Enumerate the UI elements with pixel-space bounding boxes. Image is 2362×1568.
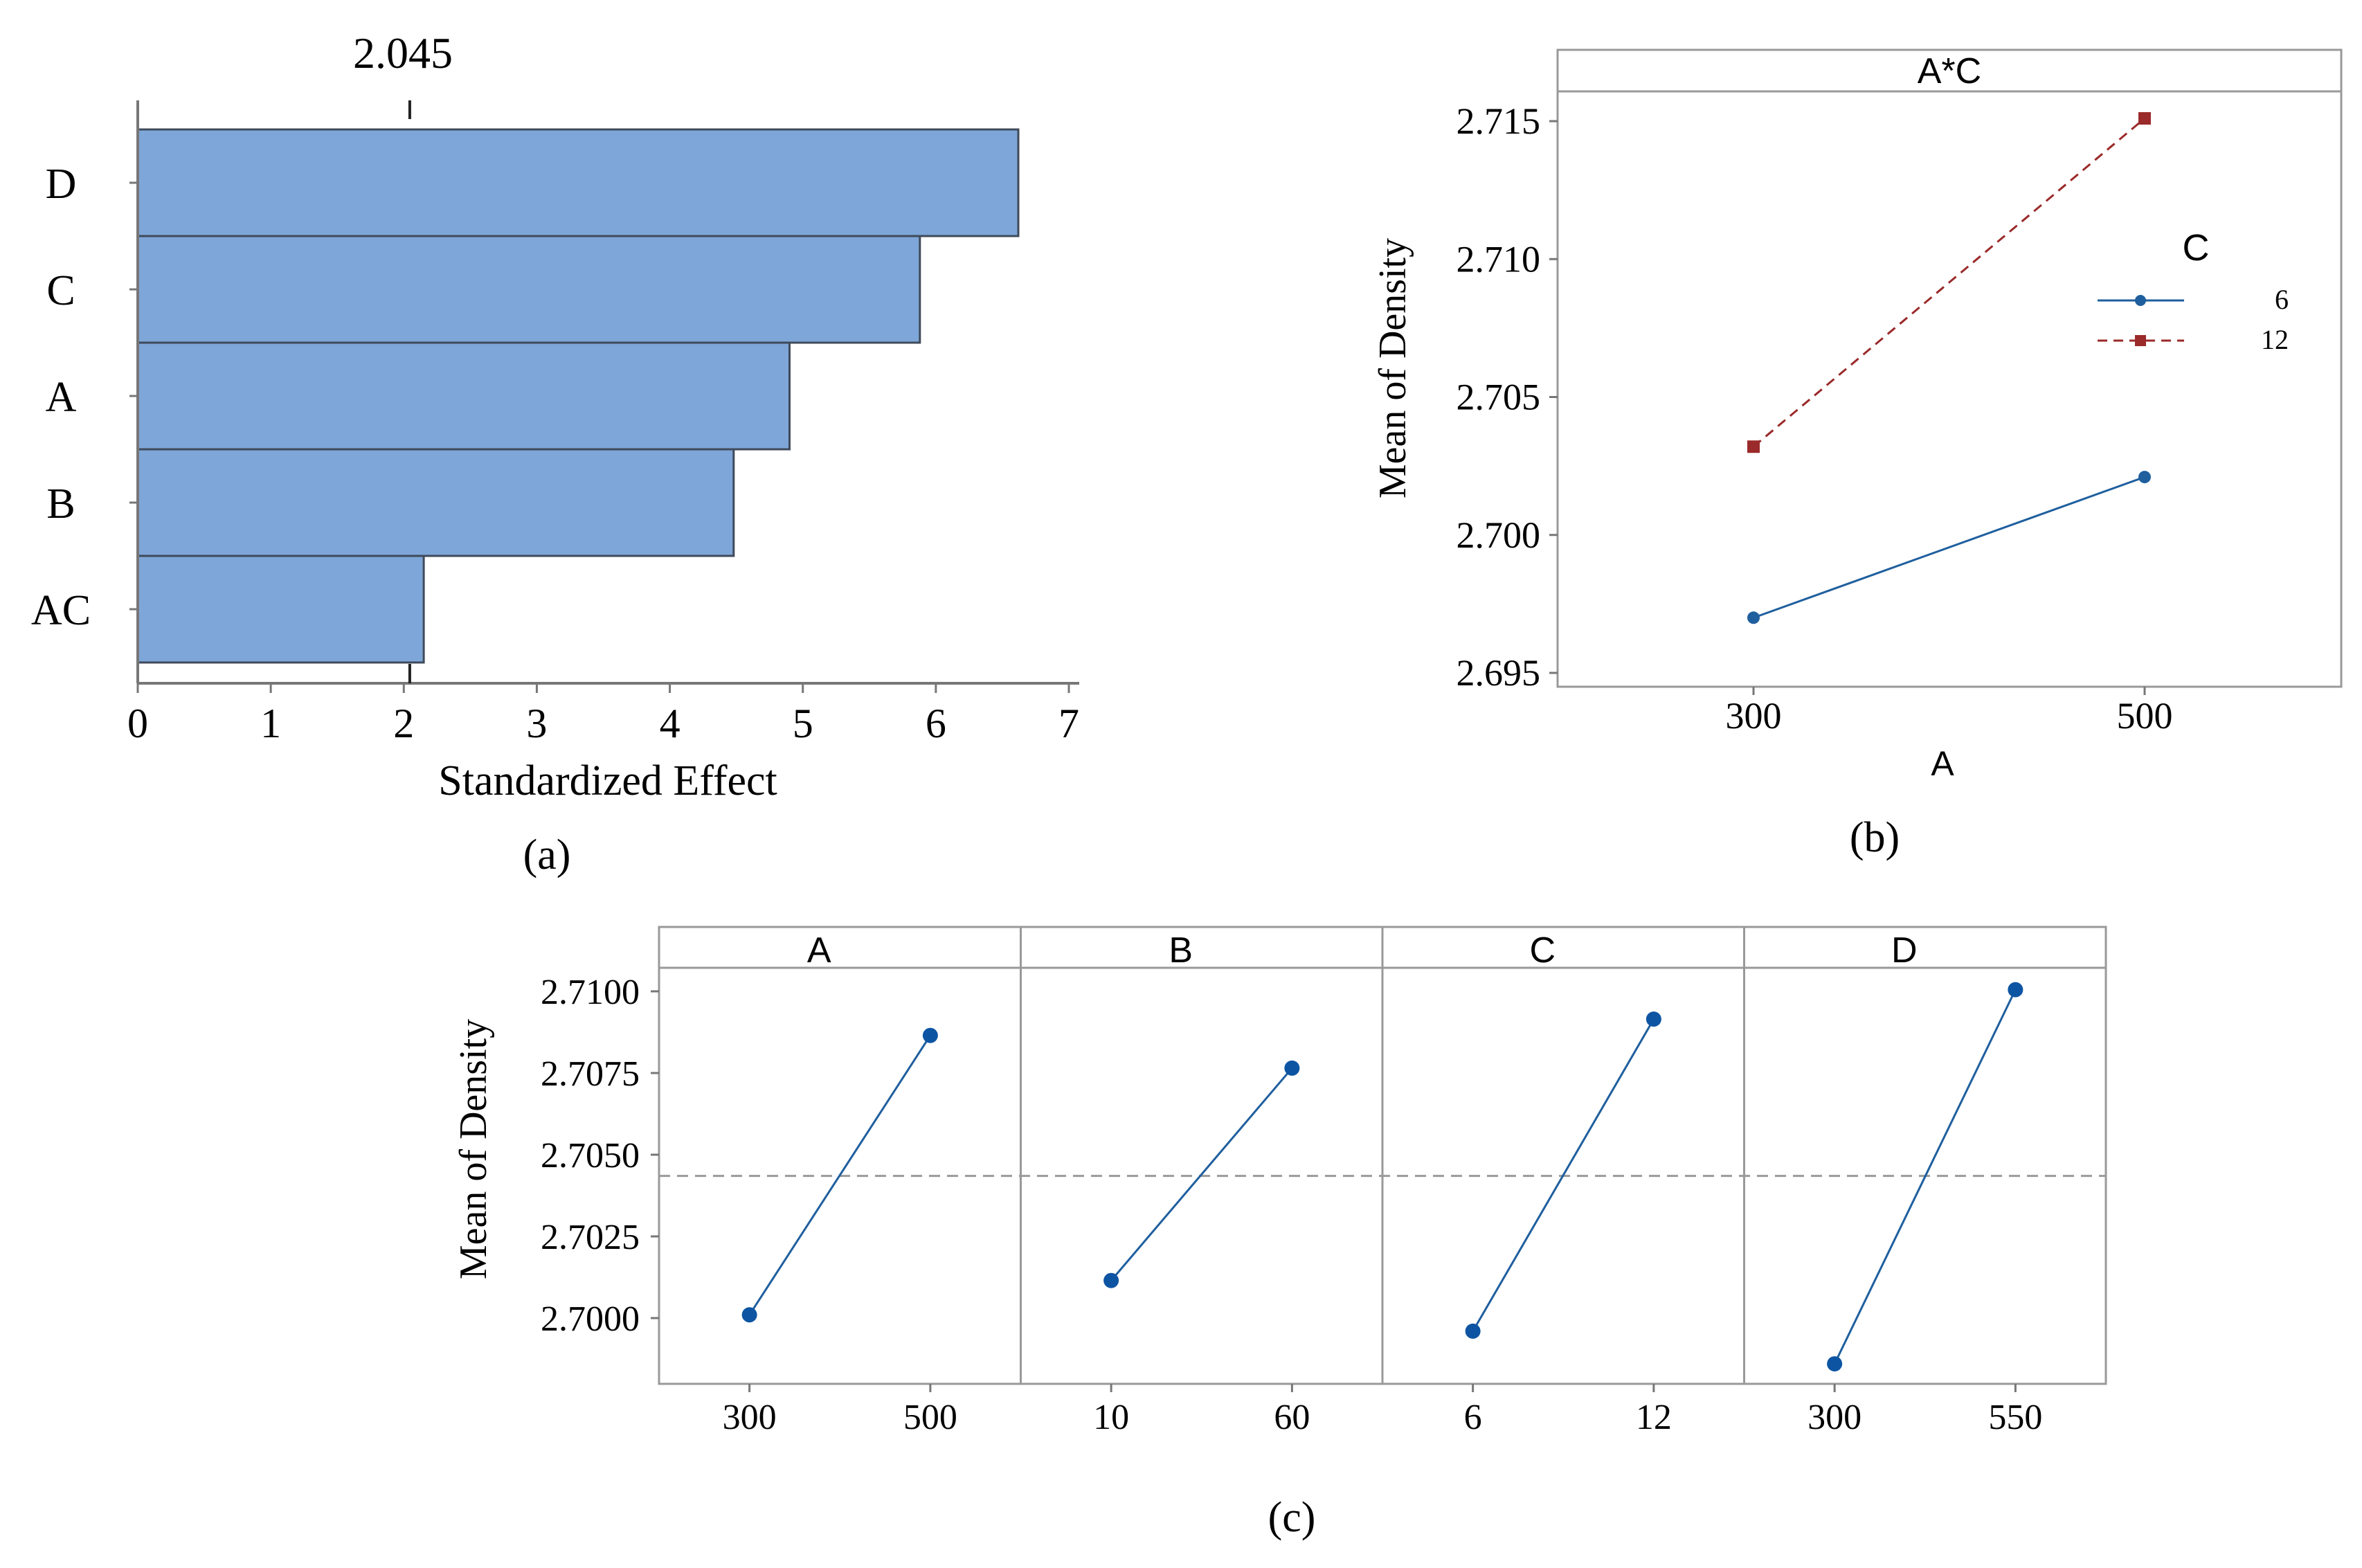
category-label-c: C: [46, 267, 75, 314]
category-label-a: A: [46, 374, 77, 421]
interaction-plot-frame: [1556, 48, 2343, 688]
x-tick-label: 300: [1807, 1398, 1861, 1437]
x-tick-label: 3: [526, 701, 547, 746]
x-tick-label: 0: [127, 701, 148, 746]
x-tick-label: 5: [793, 701, 813, 746]
effect-point-a: [922, 1027, 938, 1043]
x-tick-label: 500: [2117, 695, 2173, 737]
x-tick-label: 6: [926, 701, 946, 746]
bar-b: [136, 448, 735, 557]
effect-point-c: [1465, 1323, 1481, 1339]
effect-point-b: [1284, 1060, 1300, 1076]
x-tick-label: 4: [660, 701, 680, 746]
x-tick-label: 300: [723, 1398, 777, 1437]
series-point-6: [1747, 611, 1760, 624]
main-effects-y-ticks: 2.7000 2.7025 2.7050 2.7075 2.7100: [541, 973, 659, 1339]
y-tick-label: 2.7025: [541, 1218, 640, 1257]
pareto-category-labels: D C A B AC: [31, 161, 91, 634]
series-point-12: [1747, 440, 1760, 453]
legend-title: C: [2183, 227, 2210, 269]
main-effects-y-axis-title: Mean of Density: [452, 1019, 495, 1279]
x-tick-label: 300: [1726, 695, 1782, 737]
effect-point-a: [741, 1307, 757, 1323]
x-tick-label: 2: [393, 701, 414, 746]
legend-label-6: 6: [2275, 284, 2289, 315]
category-label-d: D: [46, 161, 77, 208]
legend-marker-6: [2135, 295, 2146, 306]
interaction-plot: A*C 2.695 2.700 2.705 2.710 2.715 300 500 Mea…: [1371, 48, 2343, 861]
x-tick-label: 12: [1636, 1398, 1672, 1437]
x-tick-label: 7: [1058, 701, 1079, 746]
category-label-ac: AC: [31, 587, 91, 634]
effect-line-c: [1472, 1018, 1655, 1332]
panel-title-c: C: [1529, 930, 1556, 971]
pareto-x-axis-title: Standardized Effect: [438, 757, 777, 804]
x-tick-label: 550: [1988, 1398, 2042, 1437]
y-tick-label: 2.7075: [541, 1054, 640, 1094]
y-tick-label: 2.705: [1457, 377, 1541, 418]
y-tick-label: 2.7050: [541, 1136, 640, 1175]
interaction-series: [1747, 112, 2151, 624]
caption-b: (b): [1850, 814, 1900, 861]
bar-d: [136, 128, 1020, 237]
x-tick-label: 500: [903, 1398, 957, 1437]
panel-title-d: D: [1891, 930, 1918, 971]
interaction-x-axis-title: A: [1931, 744, 1954, 783]
interaction-x-ticks: 300 500: [1726, 687, 2173, 737]
series-point-12: [2138, 112, 2151, 125]
effect-line-a: [748, 1034, 932, 1316]
caption-a: (a): [523, 831, 571, 878]
bar-ac: [136, 555, 425, 664]
y-tick-label: 2.695: [1457, 652, 1541, 694]
series-line-6: [1753, 476, 2145, 619]
y-tick-label: 2.715: [1457, 100, 1541, 142]
interaction-y-axis-title: Mean of Density: [1371, 238, 1414, 498]
pareto-x-ticks: 0 1 2 3 4 5 6 7: [127, 683, 1079, 746]
effect-point-b: [1103, 1272, 1119, 1288]
interaction-plot-title: A*C: [1918, 51, 1981, 91]
effect-point-d: [1827, 1356, 1843, 1372]
interaction-legend: C 6 12: [2098, 227, 2289, 355]
pareto-bars: [136, 128, 1020, 664]
x-tick-label: 6: [1464, 1398, 1482, 1437]
bar-c: [136, 235, 921, 344]
panel-title-a: A: [807, 930, 831, 971]
pareto-chart: D C A B AC 0 1 2 3 4 5 6 7 2.045 Standardized Effec…: [31, 28, 1079, 878]
legend-label-12: 12: [2261, 324, 2289, 355]
legend-marker-12: [2135, 335, 2146, 346]
x-tick-label: 60: [1274, 1398, 1310, 1437]
effect-point-c: [1646, 1011, 1661, 1027]
x-tick-label: 10: [1093, 1398, 1129, 1437]
series-line-12: [1753, 117, 2145, 448]
interaction-y-ticks: 2.695 2.700 2.705 2.710 2.715: [1457, 100, 1558, 694]
category-label-b: B: [46, 480, 75, 528]
y-tick-label: 2.7000: [541, 1299, 640, 1339]
effect-line-d: [1833, 989, 2017, 1364]
series-point-6: [2138, 471, 2151, 484]
pareto-reference-label: 2.045: [353, 28, 453, 78]
panel-title-b: B: [1169, 930, 1193, 971]
bar-a: [136, 341, 791, 451]
y-tick-label: 2.7100: [541, 973, 640, 1012]
y-tick-label: 2.710: [1457, 238, 1541, 280]
caption-c: (c): [1268, 1494, 1316, 1541]
x-tick-label: 1: [260, 701, 281, 746]
y-tick-label: 2.700: [1457, 514, 1541, 556]
effect-point-d: [2008, 982, 2023, 998]
effect-line-b: [1110, 1067, 1293, 1281]
pareto-axes: [129, 100, 1079, 685]
main-effects-panels: A 300 500 B 10 60 C 6 12 D 300 550: [659, 927, 2106, 1437]
